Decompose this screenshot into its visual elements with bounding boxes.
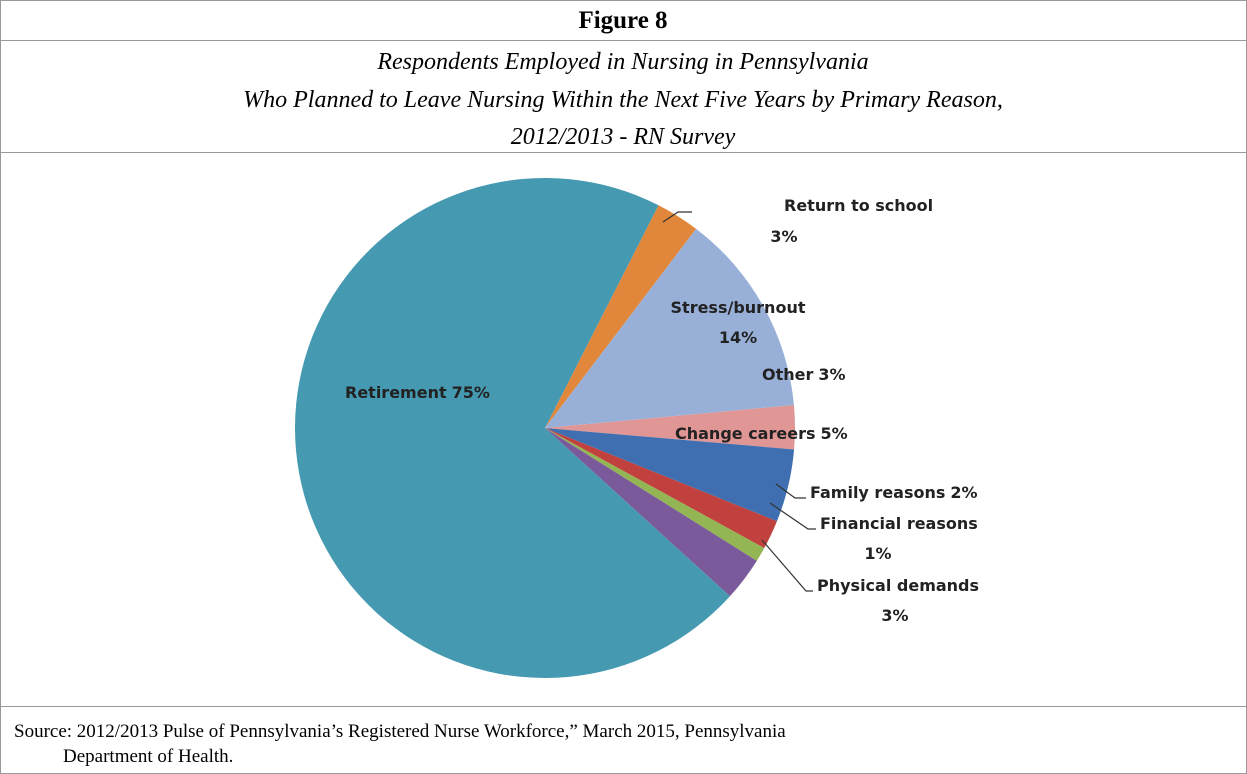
pie-slice (545, 428, 757, 597)
slice-label: Family reasons 2% (810, 483, 978, 502)
slice-label: Change careers 5% (675, 424, 848, 443)
slice-label: Physical demands (817, 576, 979, 595)
slice-value: 5% (820, 424, 847, 443)
slice-name: Physical demands (817, 576, 979, 595)
leader-line (761, 539, 813, 592)
leader-line (662, 211, 692, 223)
slice-value: 2% (950, 483, 977, 502)
slice-value: 3% (881, 606, 908, 625)
slice-value: 14% (719, 328, 757, 347)
pie-slice (545, 205, 697, 428)
chart-title: Who Planned to Leave Nursing Within the … (243, 87, 1003, 113)
chart-title: Respondents Employed in Nursing in Penns… (376, 49, 868, 75)
pie: Return to school 3% Stress/burnout 14% Other… (295, 178, 979, 679)
slice-name: Return to school (784, 196, 933, 215)
slice-label: Return to school (784, 196, 933, 215)
source: Department of Health. (63, 746, 233, 767)
leader-line (775, 483, 806, 499)
slice-value: 1% (864, 544, 891, 563)
pie-slice (545, 428, 795, 522)
slice-name: Stress/burnout (671, 298, 806, 317)
slice-name: Family reasons (810, 483, 945, 502)
slice-value: 75% (452, 383, 490, 402)
pie-slice (545, 428, 765, 561)
slice-name: Financial reasons (820, 514, 978, 533)
slice-value: 3% (818, 365, 845, 384)
slice-name: Change careers (675, 424, 815, 443)
source: Source: 2012/2013 Pulse of Pennsylvania’… (14, 721, 786, 742)
chart-title: 2012/2013 - RN Survey (511, 124, 736, 150)
slice-name: Other (762, 365, 813, 384)
slice-label: Retirement 75% (345, 383, 490, 402)
slice-name: Retirement (345, 383, 447, 402)
pie-slice (545, 228, 794, 428)
slice-label: Stress/burnout (671, 298, 806, 317)
slice-label: Financial reasons (820, 514, 978, 533)
figure-label: Figure 8 (578, 7, 667, 34)
pie-slice (295, 178, 730, 679)
slice-label: Other 3% (762, 365, 846, 384)
slice-value: 3% (770, 227, 797, 246)
pie-slice (545, 405, 796, 450)
pie-slice (545, 428, 777, 549)
leader-line (769, 502, 816, 530)
